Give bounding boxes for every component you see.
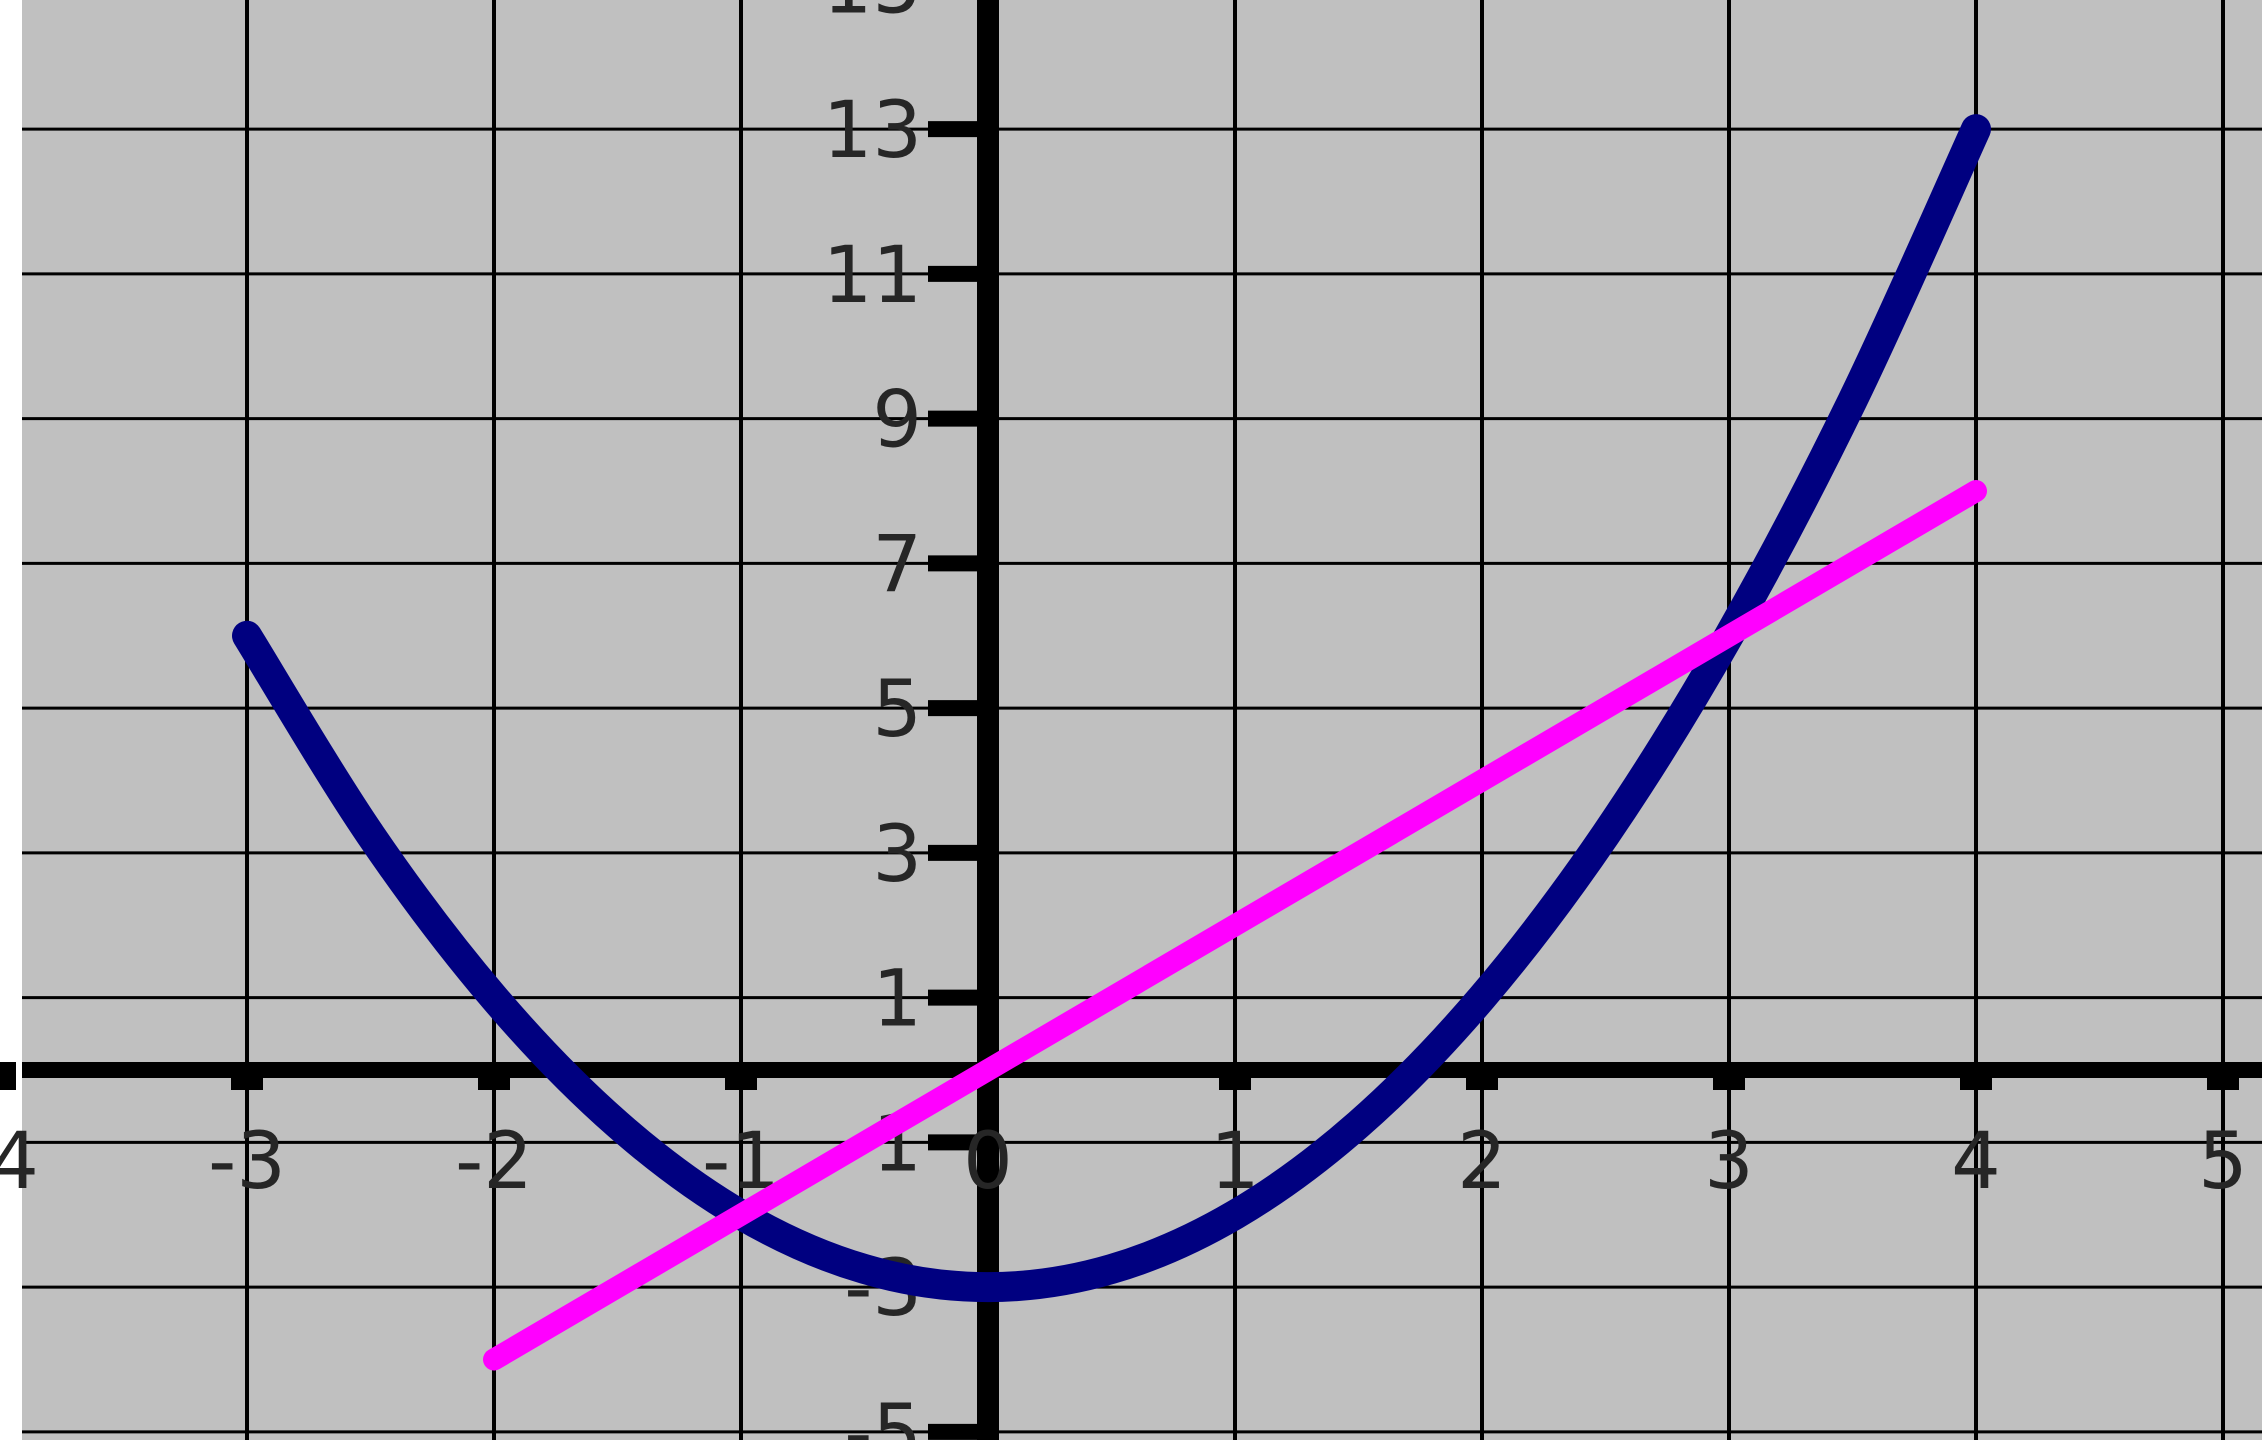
plot-background — [22, 0, 2262, 1440]
x-tick-label: -2 — [455, 1117, 533, 1207]
x-tick-label: 0 — [963, 1117, 1013, 1207]
y-tick-label: 3 — [872, 810, 922, 900]
y-tick-mark — [928, 989, 988, 1006]
x-tick-mark — [478, 1062, 510, 1090]
y-tick-mark — [928, 121, 988, 138]
x-tick-label: 3 — [1704, 1117, 1754, 1207]
x-tick-mark — [231, 1062, 263, 1090]
axes — [22, 0, 2262, 1440]
y-tick-mark — [928, 265, 988, 282]
y-tick-mark — [928, 555, 988, 572]
x-tick-label: -4 — [0, 1117, 39, 1207]
x-tick-mark — [1219, 1062, 1251, 1090]
y-tick-label: 1 — [872, 955, 922, 1045]
linear-series-line — [483, 480, 1987, 1371]
y-tick-label: 11 — [823, 231, 922, 321]
grid-lines — [22, 0, 2262, 1440]
x-tick-label: -3 — [208, 1117, 286, 1207]
y-tick-label: 13 — [823, 86, 922, 176]
y-tick-mark — [928, 844, 988, 861]
y-tick-label: -5 — [844, 1389, 922, 1440]
y-tick-label: 15 — [823, 0, 922, 31]
y-tick-mark — [928, 1423, 988, 1440]
y-tick-mark — [928, 700, 988, 717]
x-tick-label: 2 — [1457, 1117, 1507, 1207]
x-tick-mark — [2207, 1062, 2239, 1090]
y-tick-mark — [928, 1134, 988, 1151]
x-tick-mark — [1713, 1062, 1745, 1090]
x-tick-mark — [1466, 1062, 1498, 1090]
x-tick-mark — [725, 1062, 757, 1090]
y-tick-mark — [928, 410, 988, 427]
series-group — [232, 114, 1991, 1371]
y-tick-label: 5 — [872, 665, 922, 755]
x-tick-mark — [1960, 1062, 1992, 1090]
y-tick-label: 7 — [872, 520, 922, 610]
x-tick-label: 4 — [1951, 1117, 2001, 1207]
y-tick-label: 9 — [872, 376, 922, 466]
x-tick-mark — [0, 1062, 16, 1090]
x-tick-label: 5 — [2198, 1117, 2248, 1207]
